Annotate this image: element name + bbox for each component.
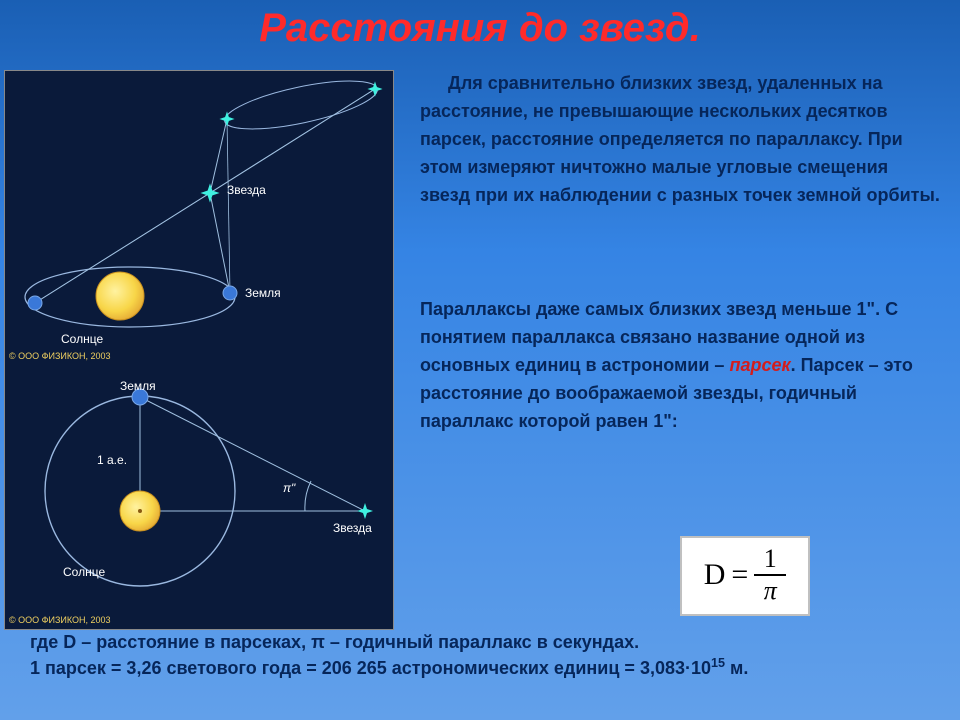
label-earth-upper: Земля: [245, 286, 281, 300]
label-star-lower: Звезда: [333, 521, 372, 535]
label-pi: π": [283, 481, 295, 495]
label-star-upper: Звезда: [227, 183, 266, 197]
defn-line2: 1 парсек = 3,26 светового года = 206 265…: [30, 655, 930, 681]
parallax-diagram: Звезда Земля Солнце Земля 1 а.е. π" Звез…: [4, 70, 394, 630]
copyright-1: © ООО ФИЗИКОН, 2003: [9, 351, 111, 361]
defn2a: 1 парсек = 3,26 светового года = 206 265…: [30, 658, 711, 678]
formula-num: 1: [764, 546, 777, 572]
page-title: Расстояния до звезд.: [0, 6, 960, 51]
formula-D: D: [704, 558, 726, 592]
formula-eq: =: [731, 558, 748, 592]
formula-box: D = 1 π: [680, 536, 810, 616]
parsec-word: парсек: [729, 355, 790, 375]
label-earth-lower: Земля: [120, 379, 156, 393]
label-sun-lower: Солнце: [63, 565, 105, 579]
paragraph-2: Параллаксы даже самых близких звезд мень…: [420, 296, 940, 435]
definition-block: где D – расстояние в парсеках, π – годич…: [30, 630, 930, 681]
formula-den: π: [764, 578, 777, 604]
defn1-text: где D – расстояние в парсеках, π – годич…: [30, 632, 639, 652]
defn2-exp: 15: [711, 656, 725, 670]
para1-text: Для сравнительно близких звезд, удаленны…: [420, 73, 940, 205]
defn2b: м.: [725, 658, 748, 678]
defn-line1: где D – расстояние в парсеках, π – годич…: [30, 630, 930, 655]
copyright-2: © ООО ФИЗИКОН, 2003: [9, 615, 111, 625]
paragraph-1: Для сравнительно близких звезд, удаленны…: [420, 70, 940, 209]
label-au: 1 а.е.: [97, 453, 127, 467]
label-sun-upper: Солнце: [61, 332, 103, 346]
